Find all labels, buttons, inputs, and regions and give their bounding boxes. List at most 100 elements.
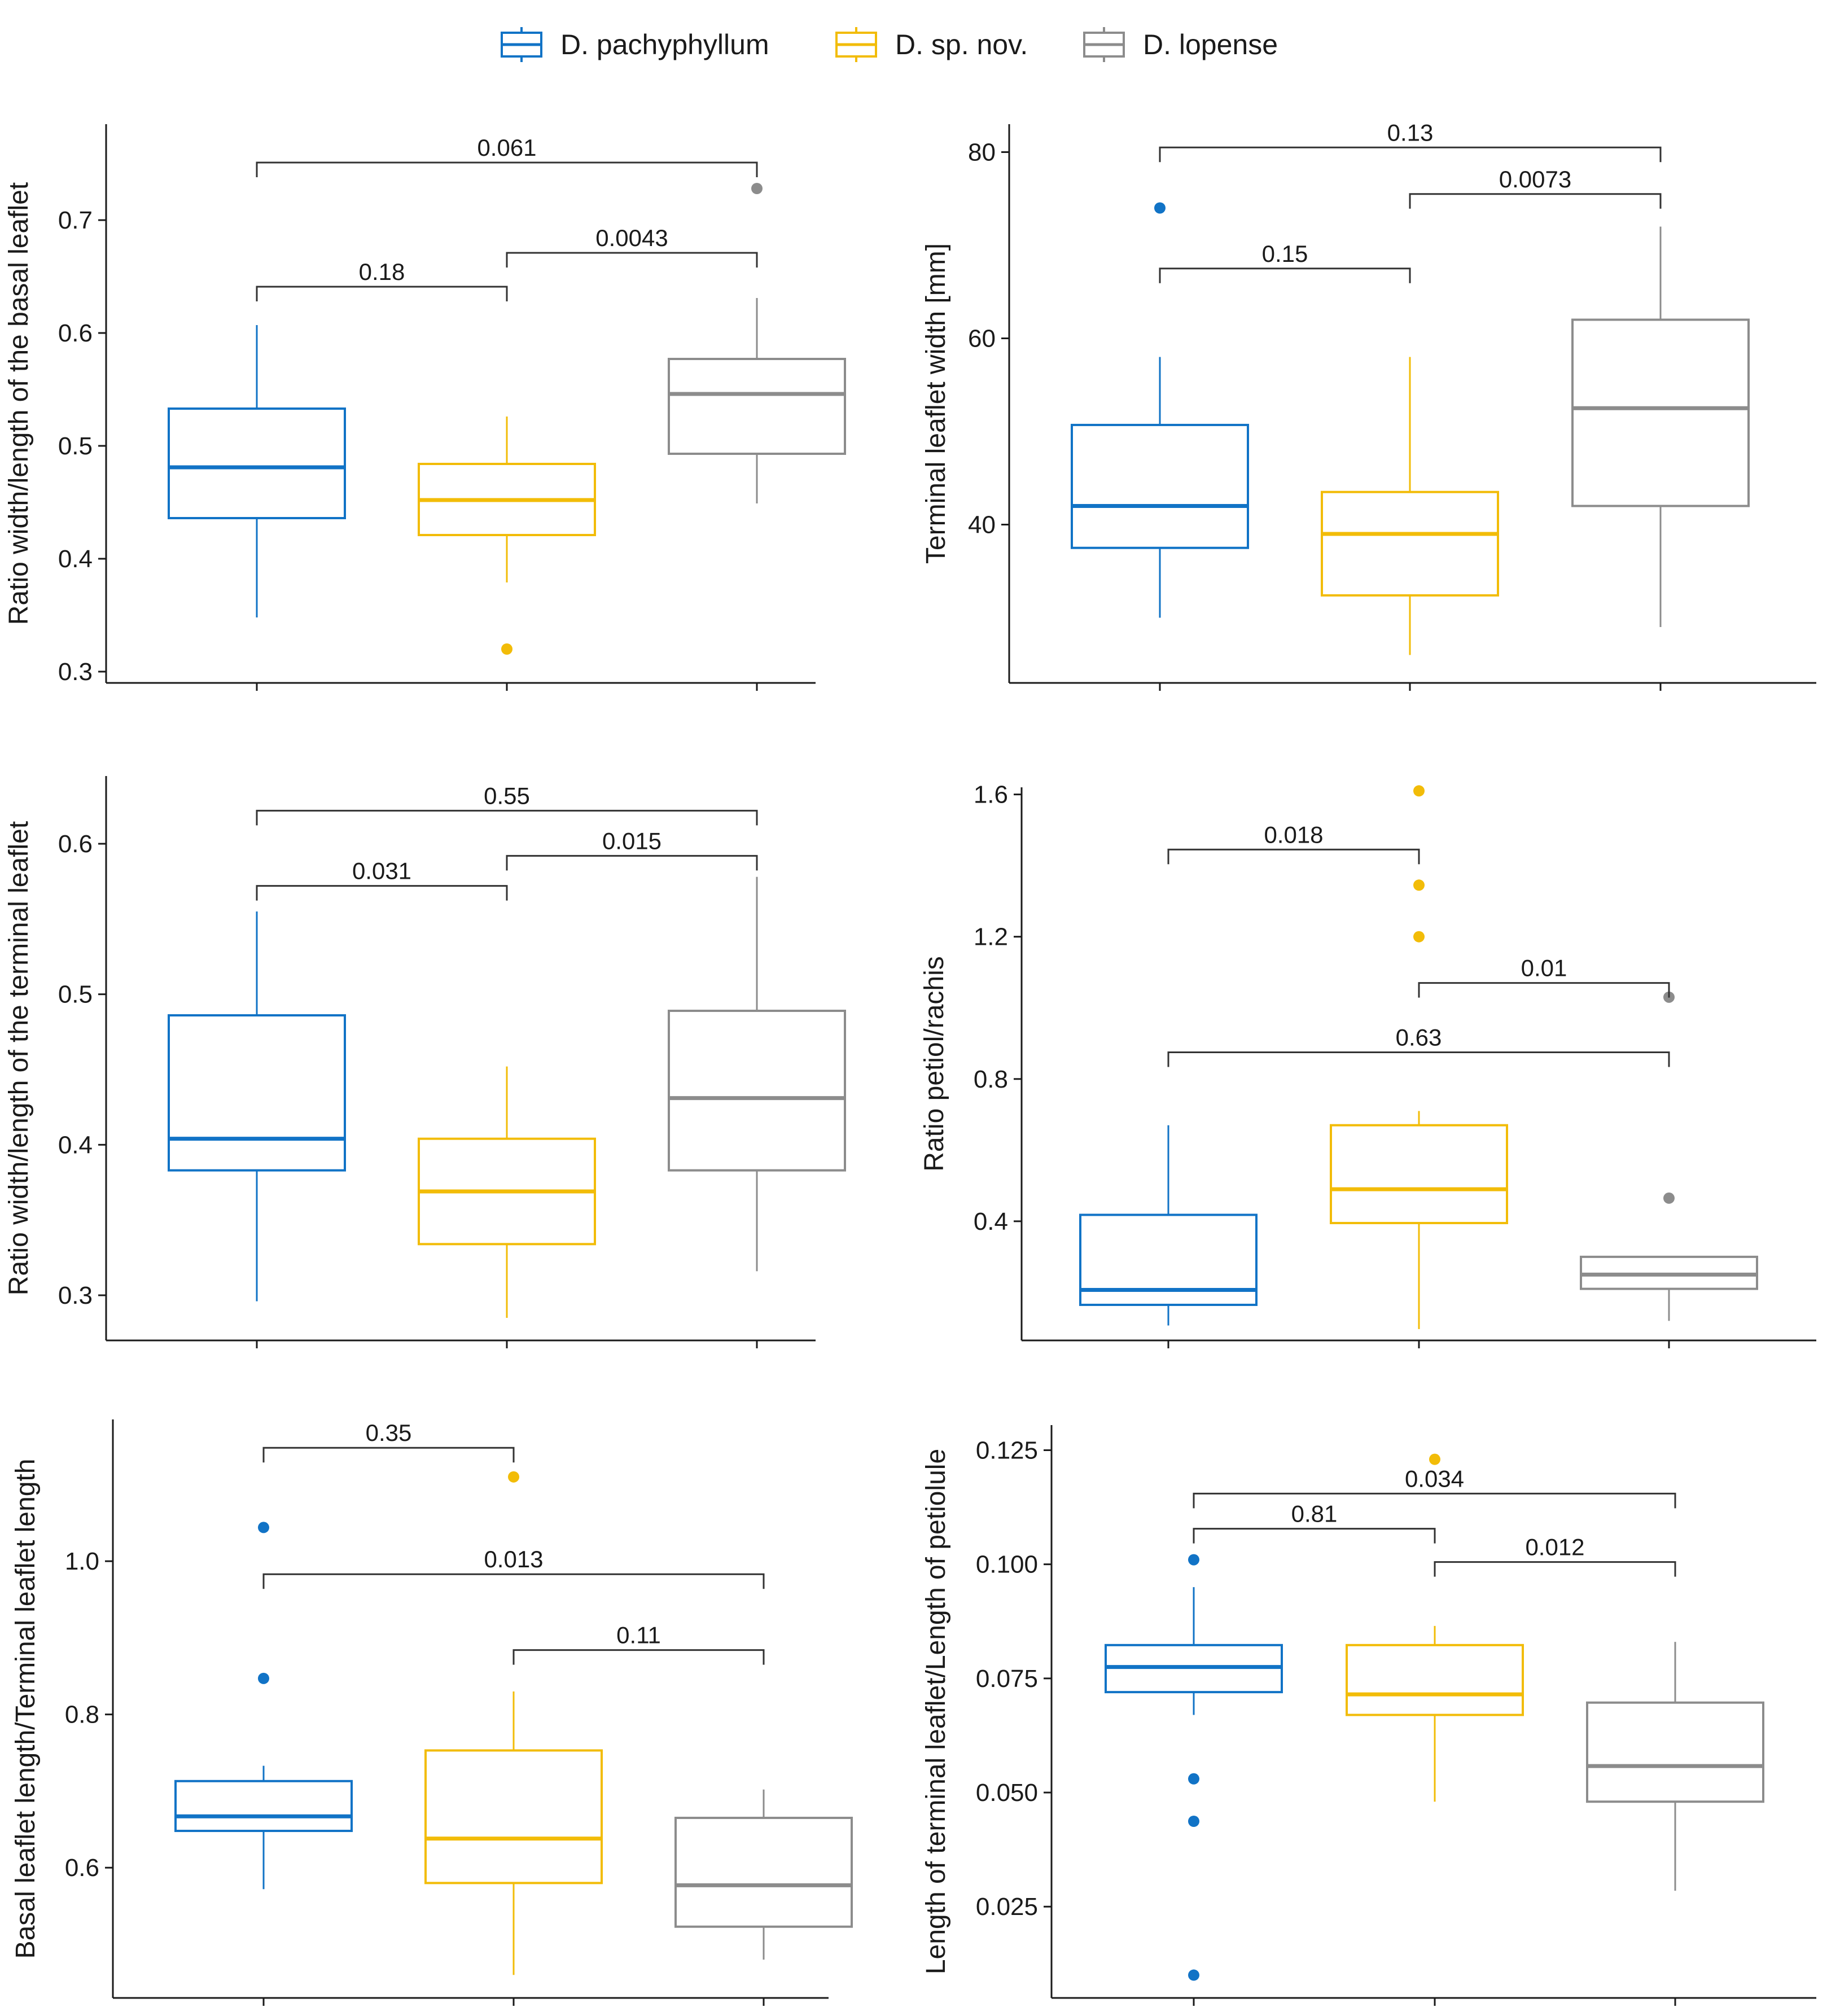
y-axis-label: Length of terminal leaflet/Length of pet… <box>921 1449 951 1974</box>
significance-bracket <box>256 809 758 826</box>
p-value-label: 0.0043 <box>595 225 668 251</box>
p-value-label: 0.061 <box>477 134 536 161</box>
p-value-label: 0.018 <box>1264 821 1323 848</box>
y-tick-label: 0.6 <box>58 319 93 347</box>
y-tick-label: 0.6 <box>65 1854 99 1882</box>
y-tick-label: 0.3 <box>58 1282 93 1309</box>
legend-item-sp-nov: D. sp. nov. <box>834 25 1028 64</box>
significance-bracket <box>512 1649 765 1665</box>
y-tick-label: 0.5 <box>58 432 93 460</box>
y-axis-label: Ratio petiol/rachis <box>920 956 949 1172</box>
y-tick-label: 0.075 <box>976 1665 1038 1693</box>
legend-key-lopense-icon <box>1083 27 1125 62</box>
significance-bracket <box>262 1447 515 1463</box>
chart-panel-terminal-leaflet-width: 40 60 80 Terminal leaflet width [mm] 0.15 0.0… <box>921 119 1816 691</box>
outlier-point-pachyphyllum <box>1154 202 1166 214</box>
legend: D. pachyphyllum D. sp. nov. D. lopense <box>0 0 1840 90</box>
box-pachyphyllum <box>174 1780 353 1833</box>
legend-item-pachyphyllum: D. pachyphyllum <box>500 25 769 64</box>
y-axis-label: Ratio width/length of the basal leaflet <box>4 182 34 625</box>
outlier-point-lopense <box>1663 1192 1675 1204</box>
legend-label-lopense: D. lopense <box>1143 29 1278 60</box>
outlier-point-pachyphyllum <box>1188 1969 1199 1981</box>
outlier-point-pachyphyllum <box>1188 1554 1199 1566</box>
p-value-label: 0.11 <box>616 1622 661 1649</box>
y-tick-label: 0.5 <box>58 981 93 1009</box>
significance-bracket <box>1193 1528 1436 1544</box>
p-value-label: 0.81 <box>1291 1501 1338 1527</box>
y-axis-label: Basal leaflet length/Terminal leaflet le… <box>11 1459 41 1959</box>
y-tick-label: 0.4 <box>58 1131 93 1159</box>
y-tick-label: 0.025 <box>976 1893 1038 1921</box>
significance-bracket <box>1193 1492 1676 1509</box>
y-tick-label: 0.4 <box>58 545 93 573</box>
p-value-label: 0.015 <box>602 827 661 854</box>
chart-panel-terminal-petiolule-length: 0.025 0.050 0.075 0.100 0.125 Length of termi… <box>921 1425 1816 2006</box>
outlier-point-sp-nov <box>501 643 512 655</box>
box-pachyphyllum <box>1071 423 1249 549</box>
chart-panel-basal-terminal-length: 0.6 0.8 1.0 Basal leaflet length/Terminal l… <box>11 1419 853 2006</box>
y-tick-label: 0.6 <box>58 830 93 858</box>
chart-panel-terminal-leaflet-ratio: 0.3 0.4 0.5 0.6 Ratio width/length of the te… <box>4 776 846 1348</box>
outlier-point-pachyphyllum <box>1188 1816 1199 1827</box>
p-value-label: 0.18 <box>359 258 405 285</box>
significance-bracket <box>1167 1051 1670 1067</box>
box-sp-nov <box>424 1749 603 1884</box>
y-tick-label: 0.8 <box>974 1066 1008 1093</box>
p-value-label: 0.01 <box>1521 955 1567 981</box>
chart-panel-petiol-rachis-ratio: 0.4 0.8 1.2 1.6 Ratio petiol/rachis 0.018 0.01… <box>920 781 1816 1348</box>
y-tick-label: 1.2 <box>974 923 1008 951</box>
p-value-label: 0.0073 <box>1499 166 1571 192</box>
p-value-label: 0.35 <box>366 1419 412 1446</box>
p-value-label: 0.55 <box>484 782 530 809</box>
y-tick-label: 0.3 <box>58 658 93 686</box>
outlier-point-pachyphyllum <box>1188 1773 1199 1785</box>
outlier-point-sp-nov <box>1413 785 1425 797</box>
significance-bracket <box>1434 1561 1676 1577</box>
y-axis-label: Ratio width/length of the terminal leafl… <box>4 821 34 1295</box>
box-lopense <box>1571 318 1750 507</box>
significance-bracket <box>256 885 508 901</box>
p-value-label: 0.013 <box>484 1546 543 1572</box>
outlier-point-sp-nov <box>508 1471 519 1483</box>
outlier-point-pachyphyllum <box>258 1522 269 1533</box>
significance-bracket <box>256 161 758 177</box>
significance-bracket <box>262 1573 765 1589</box>
box-lopense <box>674 1816 853 1928</box>
significance-bracket <box>506 252 758 268</box>
significance-bracket <box>1409 193 1662 209</box>
significance-bracket <box>1159 146 1662 163</box>
chart-panel-basal-leaflet-ratio: 0.3 0.4 0.5 0.6 0.7 Ratio width/length of the… <box>4 124 846 691</box>
box-sp-nov <box>1321 490 1499 597</box>
legend-key-pachyphyllum-icon <box>501 27 542 62</box>
p-value-label: 0.012 <box>1525 1534 1584 1561</box>
y-tick-label: 0.7 <box>58 207 93 234</box>
outlier-point-lopense <box>751 183 763 194</box>
y-tick-label: 0.100 <box>976 1551 1038 1579</box>
box-pachyphyllum <box>168 407 346 519</box>
box-lopense <box>668 1010 846 1172</box>
p-value-label: 0.15 <box>1262 240 1308 267</box>
y-tick-label: 0.050 <box>976 1779 1038 1807</box>
y-tick-label: 80 <box>968 139 996 166</box>
p-value-label: 0.031 <box>352 858 411 884</box>
outlier-point-sp-nov <box>1413 879 1425 891</box>
legend-item-lopense: D. lopense <box>1082 25 1278 64</box>
legend-label-pachyphyllum: D. pachyphyllum <box>560 29 769 60</box>
y-tick-label: 60 <box>968 325 996 353</box>
significance-bracket <box>506 854 758 871</box>
box-sp-nov <box>1330 1124 1508 1225</box>
significance-bracket <box>1167 848 1420 865</box>
y-tick-label: 0.8 <box>65 1701 99 1729</box>
p-value-label: 0.13 <box>1387 119 1434 146</box>
y-axis-label: Terminal leaflet width [mm] <box>921 243 951 564</box>
outlier-point-sp-nov <box>1413 931 1425 943</box>
outlier-point-sp-nov <box>1429 1453 1440 1465</box>
y-tick-label: 0.125 <box>976 1436 1038 1464</box>
box-lopense <box>668 358 846 455</box>
significance-bracket <box>1418 982 1670 998</box>
box-sp-nov <box>1346 1644 1524 1716</box>
box-pachyphyllum <box>168 1014 346 1172</box>
significance-bracket <box>256 286 508 301</box>
outlier-point-pachyphyllum <box>258 1672 269 1684</box>
